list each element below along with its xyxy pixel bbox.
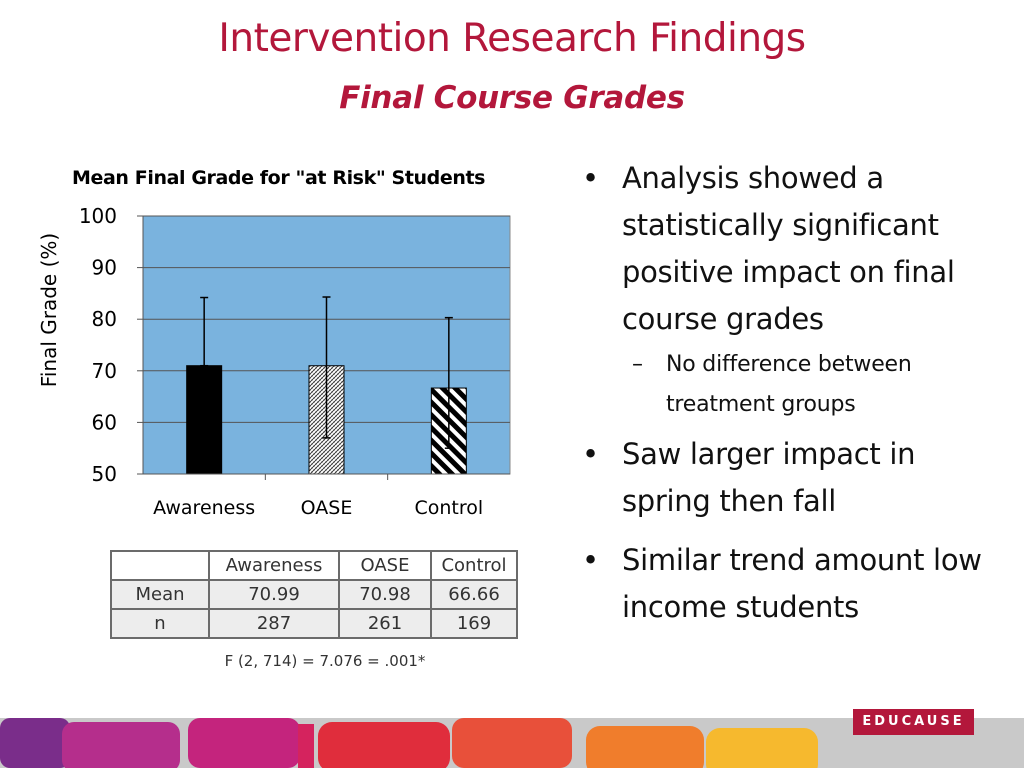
bullet-dot-icon: • [582, 437, 599, 471]
table-cell: 169 [430, 608, 518, 639]
bar-chart: 100 90 80 70 60 50 Awareness OASE Control Final … [37, 204, 511, 519]
bullet-list: • Analysis showed a statistically signif… [582, 155, 1012, 631]
bullet-item: • Saw larger impact in spring then fall [582, 431, 1012, 525]
bullet-item: • Similar trend amount low income studen… [582, 537, 1012, 631]
y-tick-label: 60 [92, 410, 117, 434]
footer-tile [706, 728, 818, 768]
table-header-cell [110, 550, 210, 581]
table-cell: 287 [208, 608, 340, 639]
table-cell: 70.99 [208, 579, 340, 610]
bullet-dot-icon: • [582, 543, 599, 577]
table-header-row: Awareness OASE Control [110, 550, 518, 581]
slide-subtitle: Final Course Grades [339, 80, 685, 116]
bullet-dash-icon: – [632, 352, 643, 377]
slide-title: Intervention Research Findings [218, 16, 806, 61]
table-cell: 70.98 [338, 579, 432, 610]
footer-tile [0, 718, 70, 768]
educause-logo: EDUCAUSE [853, 709, 974, 735]
table-cell: Mean [110, 579, 210, 610]
footer-tile [318, 722, 450, 768]
table-footnote: F (2, 714) = 7.076 = .001* [224, 652, 426, 670]
x-tick-label: Control [414, 497, 483, 519]
footer-tile [62, 722, 180, 768]
bullet-text: Analysis showed a statistically signific… [622, 161, 955, 336]
footer-tile [452, 718, 572, 768]
y-tick-label: 50 [92, 462, 117, 486]
footer-tile [298, 724, 314, 768]
sub-bullet-item: – No difference between treatment groups [582, 345, 1012, 425]
table-header-cell: Control [430, 550, 518, 581]
footer-tile [188, 718, 300, 768]
y-axis-label: Final Grade (%) [37, 233, 61, 387]
table-cell: n [110, 608, 210, 639]
table-cell: 261 [338, 608, 432, 639]
y-tick-label: 70 [92, 359, 117, 383]
table-header-cell: OASE [338, 550, 432, 581]
bar [186, 365, 223, 475]
table-cell: 66.66 [430, 579, 518, 610]
bullet-text: Saw larger impact in spring then fall [622, 437, 916, 518]
table-row: Mean 70.99 70.98 66.66 [110, 579, 518, 610]
bullet-dot-icon: • [582, 161, 599, 195]
y-tick-label: 90 [92, 256, 117, 280]
y-tick-label: 100 [79, 204, 117, 228]
x-tick-label: Awareness [153, 497, 255, 519]
bullet-text: Similar trend amount low income students [622, 543, 982, 624]
table-header-cell: Awareness [208, 550, 340, 581]
table-row: n 287 261 169 [110, 608, 518, 639]
chart-title: Mean Final Grade for "at Risk" Students [72, 167, 486, 189]
bullet-item: • Analysis showed a statistically signif… [582, 155, 1012, 343]
footer-tile [586, 726, 704, 768]
stats-table: Awareness OASE Control Mean 70.99 70.98 … [110, 550, 518, 639]
sub-bullet-text: No difference between treatment groups [666, 352, 912, 417]
y-tick-label: 80 [92, 307, 117, 331]
x-tick-label: OASE [301, 497, 353, 519]
